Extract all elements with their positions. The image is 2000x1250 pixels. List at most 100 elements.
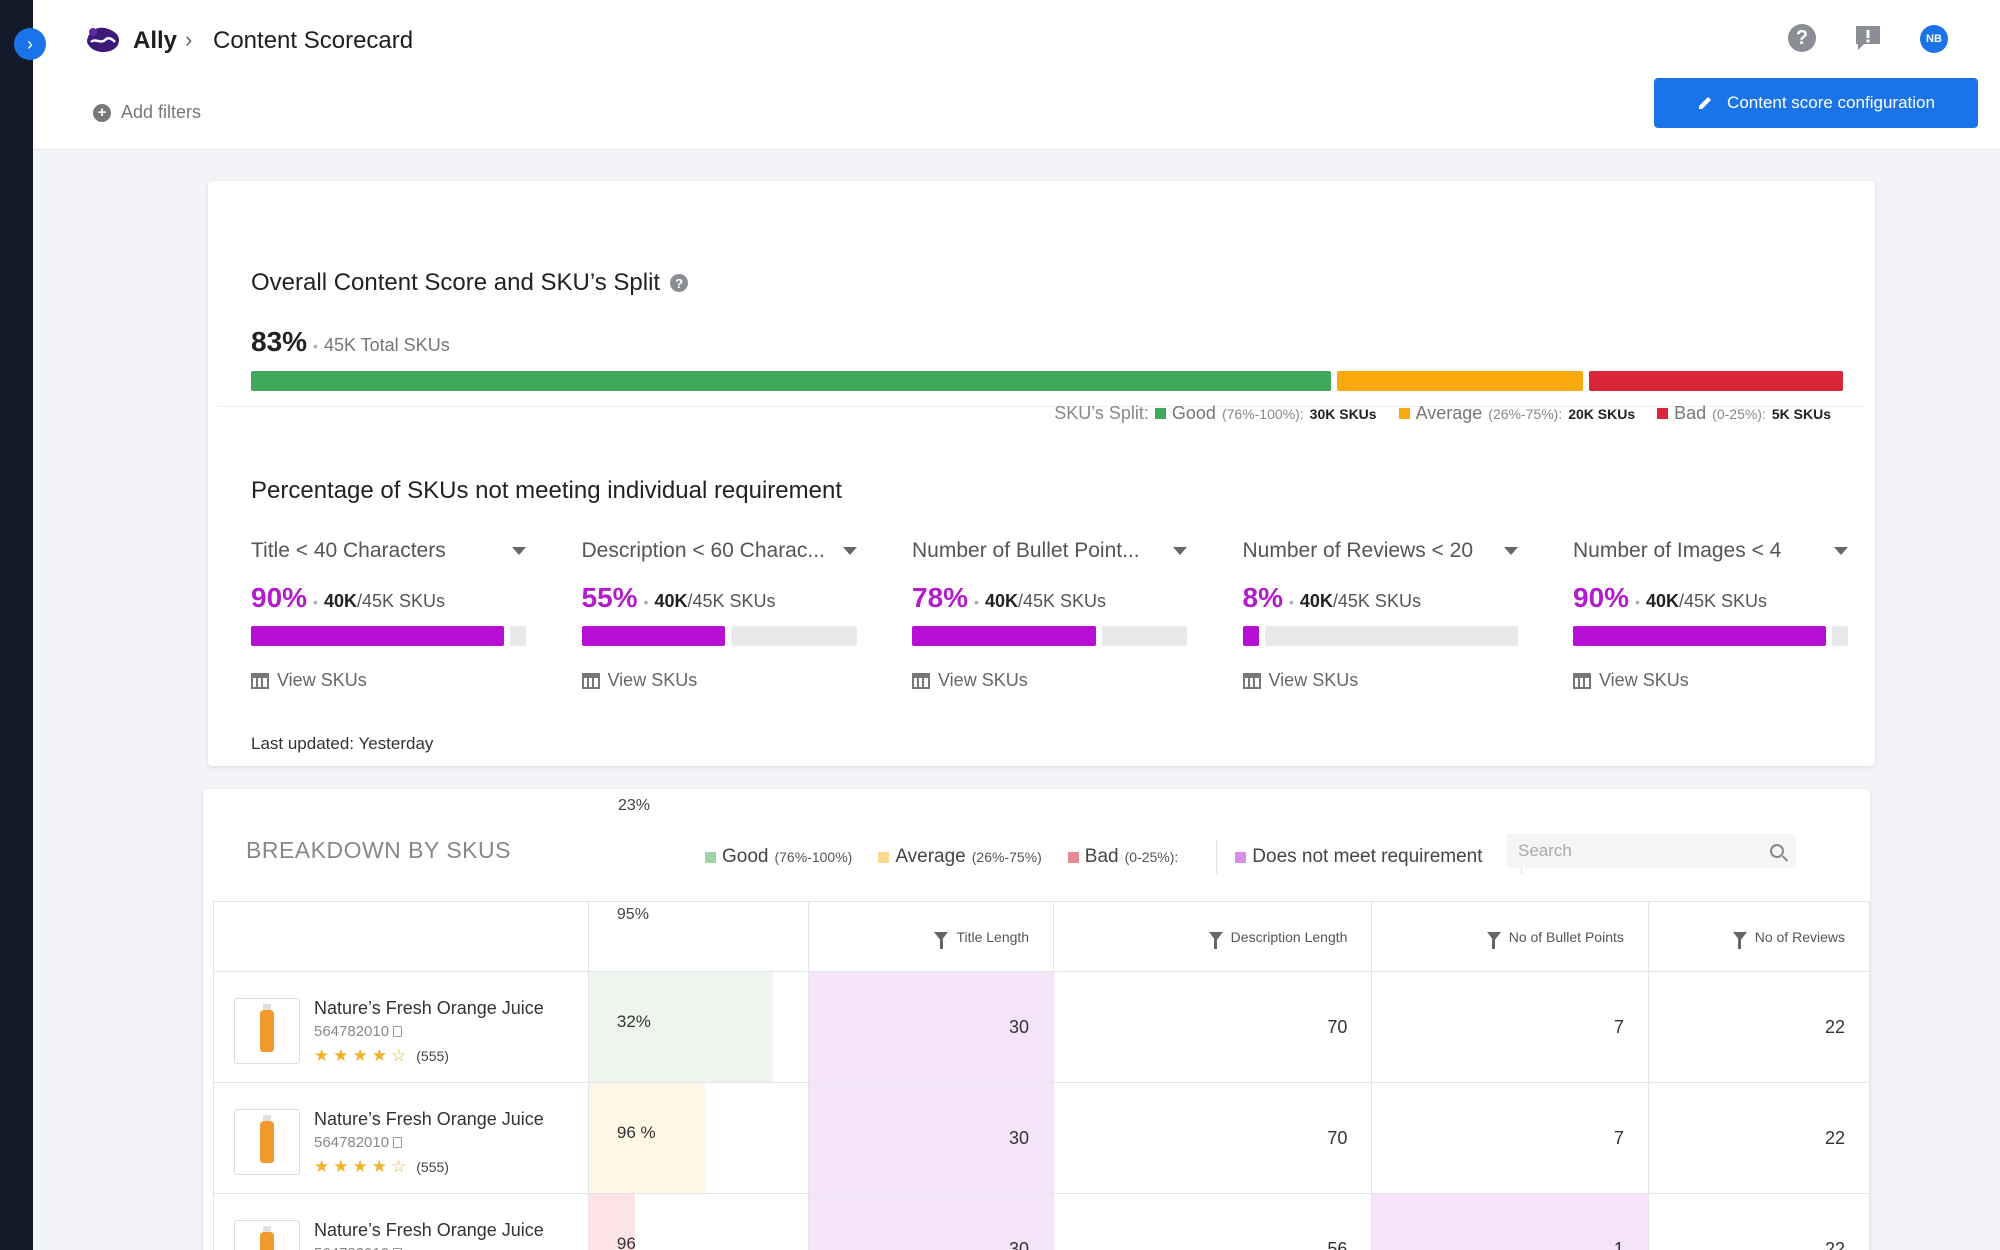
- requirement-count: 40K/45K SKUs: [985, 591, 1106, 612]
- dot-separator: •: [1288, 594, 1294, 610]
- content-score-configuration-button[interactable]: Content score configuration: [1654, 78, 1978, 128]
- requirement-dropdown[interactable]: Title < 40 Characters: [251, 536, 526, 566]
- progress-track: [510, 626, 526, 646]
- requirement-value: 55% • 40K/45K SKUs: [582, 582, 857, 614]
- column-header-description-length[interactable]: Description Length: [1053, 901, 1373, 972]
- copy-icon[interactable]: [393, 1026, 403, 1037]
- requirement-percent: 78%: [912, 582, 969, 613]
- legend-name: Average: [1415, 403, 1483, 423]
- progress-fill: [581, 626, 725, 646]
- progress-fill: [912, 626, 1097, 646]
- split-legend-label: SKU’s Split:: [1054, 403, 1149, 423]
- star-filled-icon: ★: [352, 1046, 368, 1065]
- score-fill: [588, 1083, 706, 1193]
- table-icon: [1242, 672, 1261, 689]
- table-icon: [581, 672, 600, 689]
- requirement-count: 40K/45K SKUs: [1646, 591, 1767, 612]
- content-score-value: 96: [616, 1234, 636, 1250]
- requirement-dropdown[interactable]: Number of Reviews < 20: [1243, 536, 1518, 566]
- sku-search-box[interactable]: [1506, 834, 1796, 868]
- copy-icon[interactable]: [393, 1248, 403, 1250]
- requirement-value: 90% • 40K/45K SKUs: [251, 582, 526, 614]
- search-icon[interactable]: [1770, 844, 1784, 858]
- brand-name[interactable]: Ally: [133, 27, 178, 54]
- config-button-label: Content score configuration: [1727, 93, 1935, 112]
- filter-icon[interactable]: [1486, 932, 1501, 950]
- product-id: 564782010: [314, 1245, 544, 1250]
- dot-separator: •: [313, 338, 318, 354]
- requirement-dropdown[interactable]: Number of Bullet Point...: [912, 536, 1187, 566]
- copy-icon[interactable]: [393, 1137, 403, 1148]
- info-icon[interactable]: ?: [670, 274, 689, 292]
- chevron-down-icon[interactable]: [1834, 547, 1848, 555]
- star-filled-icon: ★: [314, 1157, 330, 1176]
- expand-nav-icon[interactable]: ›: [14, 28, 46, 60]
- chevron-down-icon[interactable]: [512, 547, 526, 555]
- chevron-down-icon[interactable]: [842, 547, 857, 555]
- requirement-card: Number of Reviews < 20 8% • 40K/45K SKUs Vie…: [1242, 536, 1518, 691]
- divider: [218, 406, 1865, 407]
- requirement-dropdown[interactable]: Description < 60 Charac...: [582, 536, 857, 566]
- column-header-title-length[interactable]: Title Length: [808, 901, 1055, 972]
- add-filters-button[interactable]: + Add filters: [93, 102, 201, 123]
- requirement-label: Title < 40 Characters: [251, 539, 446, 562]
- legend-divider: [1216, 840, 1218, 874]
- review-count: (555): [416, 1159, 449, 1175]
- legend-name: Good: [722, 846, 769, 867]
- metric-cell: 7: [1371, 971, 1649, 1083]
- requirement-card: Number of Images < 4 90% • 40K/45K SKUs View…: [1573, 536, 1848, 691]
- view-skus-link[interactable]: View SKUs: [251, 670, 526, 691]
- star-filled-icon: ★: [371, 1046, 387, 1065]
- requirement-label: Number of Bullet Point...: [912, 539, 1140, 562]
- breakdown-legend: Good (76%-100%) Average (26%-75%) Bad (0-25%)…: [705, 840, 1534, 874]
- view-skus-label: View SKUs: [938, 670, 1028, 690]
- filter-icon[interactable]: [1208, 932, 1223, 950]
- requirement-count-bold: 40K: [323, 591, 357, 611]
- score-header-percent: 95%: [616, 906, 649, 923]
- product-cell[interactable]: Nature’s Fresh Orange Juice564782010★★★★…: [213, 1193, 589, 1250]
- chevron-down-icon[interactable]: [1503, 547, 1518, 555]
- feedback-icon[interactable]: [1854, 24, 1882, 52]
- view-skus-label: View SKUs: [607, 670, 698, 690]
- column-header-no-of-bullet-points[interactable]: No of Bullet Points: [1371, 901, 1649, 972]
- product-thumbnail: [234, 1220, 300, 1250]
- requirement-progress-bar: [1573, 626, 1848, 646]
- view-skus-link[interactable]: View SKUs: [1573, 670, 1848, 691]
- overall-score-title-text: Overall Content Score and SKU’s Split: [251, 269, 661, 296]
- user-avatar[interactable]: NB: [1920, 25, 1948, 53]
- metric-cell: 70: [1053, 971, 1373, 1083]
- metric-cell: 70: [1053, 1082, 1373, 1194]
- filter-icon[interactable]: [934, 932, 949, 950]
- product-id-value: 564782010: [314, 1134, 390, 1151]
- sku-search-input[interactable]: [1518, 841, 1770, 861]
- filter-icon[interactable]: [1732, 932, 1747, 950]
- content-score-cell: 96: [587, 1193, 810, 1250]
- product-name[interactable]: Nature’s Fresh Orange Juice: [314, 998, 544, 1018]
- requirement-value: 90% • 40K/45K SKUs: [1573, 582, 1848, 614]
- table-icon: [1573, 672, 1591, 689]
- chevron-down-icon[interactable]: [1173, 547, 1187, 555]
- column-header-no-of-reviews[interactable]: No of Reviews: [1647, 901, 1870, 972]
- product-info: Nature’s Fresh Orange Juice564782010★★★★…: [234, 1210, 568, 1250]
- table-row[interactable]: Nature’s Fresh Orange Juice564782010★★★★…: [213, 1193, 1870, 1250]
- stray-percent-label: 23%: [618, 797, 651, 814]
- product-name[interactable]: Nature’s Fresh Orange Juice: [314, 1109, 544, 1129]
- sku-table: 95% Title Length Description Length No of …: [213, 901, 1870, 1250]
- legend-name: Does not meet requirement: [1252, 846, 1483, 867]
- total-skus: 45K Total SKUs: [323, 335, 450, 355]
- view-skus-link[interactable]: View SKUs: [912, 670, 1187, 691]
- requirement-dropdown[interactable]: Number of Images < 4: [1573, 536, 1848, 566]
- requirements-title-text: Percentage of SKUs not meeting individua…: [251, 477, 842, 504]
- help-icon[interactable]: ?: [1788, 24, 1816, 52]
- view-skus-link[interactable]: View SKUs: [581, 670, 857, 691]
- view-skus-link[interactable]: View SKUs: [1242, 670, 1518, 691]
- column-header-label: No of Reviews: [1754, 928, 1845, 945]
- product-name[interactable]: Nature’s Fresh Orange Juice: [314, 1220, 544, 1240]
- requirement-progress-bar: [251, 626, 526, 646]
